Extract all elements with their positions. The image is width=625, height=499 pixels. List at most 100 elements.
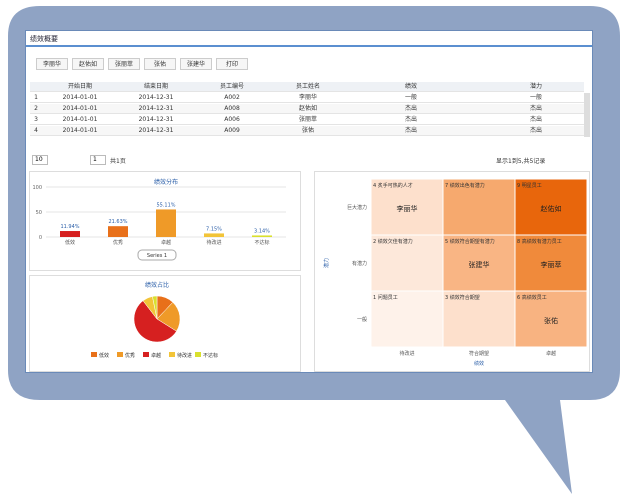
table-row-cell: A008 [224, 105, 240, 112]
bar [156, 209, 176, 237]
toolbar-button[interactable]: 打印 [216, 58, 248, 70]
cell-name: 张建华 [469, 260, 490, 269]
legend-label: 卓越 [151, 352, 161, 359]
legend-label: 待改进 [177, 352, 192, 359]
table-row-cell: 1 [34, 94, 38, 101]
table-row-cell: A002 [224, 94, 240, 101]
cell-title: 2 绩效欠佳有潜力 [373, 238, 413, 245]
cell-title: 9 明星员工 [517, 183, 542, 189]
legend-swatch [195, 352, 201, 357]
bar [204, 233, 224, 237]
table-row-cell: 杰出 [404, 116, 417, 123]
y-title: 潜力 [323, 258, 330, 268]
table-row-cell: 2014-12-31 [138, 127, 174, 134]
page-size[interactable]: 10 [32, 155, 48, 165]
x-label: 卓越 [546, 350, 556, 357]
bar-panel [29, 171, 301, 271]
table-header-cell: 员工编号 [219, 83, 244, 90]
table-row-cell: 2014-12-31 [138, 94, 174, 101]
table-row-bg [30, 93, 584, 103]
table-row-cell: 一般 [404, 94, 417, 101]
table-row-cell: A009 [224, 127, 240, 134]
table-header-cell: 绩效 [404, 83, 417, 90]
heatmap-cell [514, 234, 588, 292]
heatmap-cell [370, 178, 444, 236]
toolbar-button[interactable]: 张建华 [180, 58, 212, 70]
cell-name: 李丽华 [397, 204, 418, 213]
heatmap-cell [442, 178, 516, 236]
heatmap-cell [370, 290, 444, 348]
bar-value-label: 55.11% [156, 202, 175, 208]
legend-swatch [117, 352, 123, 357]
y-tick-label: 0 [39, 235, 42, 241]
toolbar-button[interactable]: 张丽萃 [108, 58, 140, 70]
legend-box [137, 249, 177, 261]
table-row-cell: 李丽华 [298, 94, 317, 101]
table-row-cell: 杰出 [529, 105, 542, 112]
table-row-cell: 2014-12-31 [138, 105, 174, 112]
legend-swatch [91, 352, 97, 357]
heatmap-cell [514, 290, 588, 348]
table-row-cell: 3 [34, 116, 38, 123]
heatmap-cell [370, 234, 444, 292]
y-label: 一般 [357, 316, 367, 323]
cell-title: 8 高绩效有潜力员工 [517, 238, 562, 245]
page-input[interactable]: 1 [90, 155, 106, 165]
table-row-bg [30, 115, 584, 125]
x-tick-label: 不达标 [254, 239, 269, 246]
cell-name: 李丽萃 [541, 260, 562, 269]
heatmap-cell [514, 178, 588, 236]
x-title: 绩效 [474, 360, 484, 367]
table-header-bg [30, 82, 584, 92]
y-label: 巨大潜力 [347, 204, 367, 211]
table-row-cell: 2 [34, 105, 38, 112]
bar-value-label: 21.63% [108, 219, 127, 225]
table-row-bg [30, 126, 584, 136]
cell-title: 6 高绩效员工 [517, 294, 547, 301]
cell-title: 3 绩效符合期望 [445, 294, 480, 301]
bar [60, 231, 80, 237]
bar-value-label: 3.14% [254, 228, 270, 234]
table-row-cell: 赵佑如 [298, 105, 317, 112]
legend-label: 不达标 [203, 352, 218, 359]
x-label: 符合期望 [469, 350, 489, 357]
x-tick-label: 卓越 [161, 239, 171, 246]
legend-label: Series 1 [147, 253, 167, 259]
pie-slice [133, 300, 177, 343]
cell-title: 4 炙手可热的人才 [373, 182, 413, 189]
table-row-cell: 2014-01-01 [62, 105, 98, 112]
charts: 绩效分布 0 50 100 11.94% 低效 21.63% 优秀 55.11% 卓越 7.15% 待… [32, 178, 588, 367]
table-row-cell: 一般 [529, 94, 542, 101]
toolbar-button[interactable]: 李丽华 [36, 58, 68, 70]
bar-title: 绩效分布 [154, 178, 178, 186]
x-tick-label: 低效 [65, 239, 75, 246]
legend-swatch [169, 352, 175, 357]
page-info: 显示1到5,共5记录 [496, 158, 546, 165]
bar [108, 226, 128, 237]
y-tick-label: 100 [32, 185, 42, 191]
pie-slice [152, 295, 158, 320]
page-total: 共1页 [110, 158, 126, 165]
x-tick-label: 优秀 [113, 239, 123, 246]
table-row-cell: 张丽萃 [298, 116, 317, 123]
title-rule [26, 45, 592, 47]
window-title: 绩效概要 [30, 35, 58, 43]
cell-title: 7 绩效出色有潜力 [445, 182, 485, 189]
table-row-cell: 2014-01-01 [62, 127, 98, 134]
x-label: 待改进 [399, 350, 414, 357]
table-row-cell: 2014-01-01 [62, 94, 98, 101]
table-row-cell: 杰出 [404, 127, 417, 134]
table-row-cell: 杰出 [529, 127, 542, 134]
toolbar-button[interactable]: 张佑 [144, 58, 176, 70]
app-window: 绩效概要 李丽华 赵佑如 张丽萃 张佑 张建华 打印 开始日期 结束日期 员工编号 员工姓名 绩效 潜力… [25, 30, 593, 373]
toolbar-button[interactable]: 赵佑如 [72, 58, 104, 70]
bar-value-label: 11.94% [60, 224, 79, 230]
legend-swatch [143, 352, 149, 357]
table-header-cell: 开始日期 [67, 83, 92, 90]
cell-name: 张佑 [544, 316, 558, 325]
table-header-cell: 员工姓名 [295, 83, 320, 90]
legend-label: 优秀 [125, 352, 135, 359]
table-row-cell: 2014-12-31 [138, 116, 174, 123]
table-row-cell: 4 [34, 127, 38, 134]
